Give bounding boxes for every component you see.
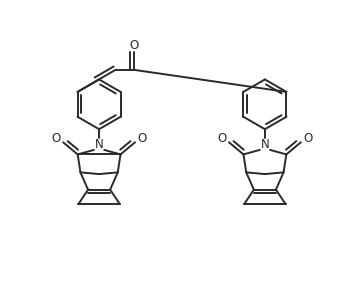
Text: O: O <box>303 132 312 145</box>
Text: O: O <box>52 132 61 145</box>
Text: O: O <box>137 132 147 145</box>
Text: N: N <box>261 138 269 151</box>
Text: O: O <box>129 40 138 53</box>
Text: O: O <box>217 132 227 145</box>
Text: N: N <box>95 138 103 151</box>
